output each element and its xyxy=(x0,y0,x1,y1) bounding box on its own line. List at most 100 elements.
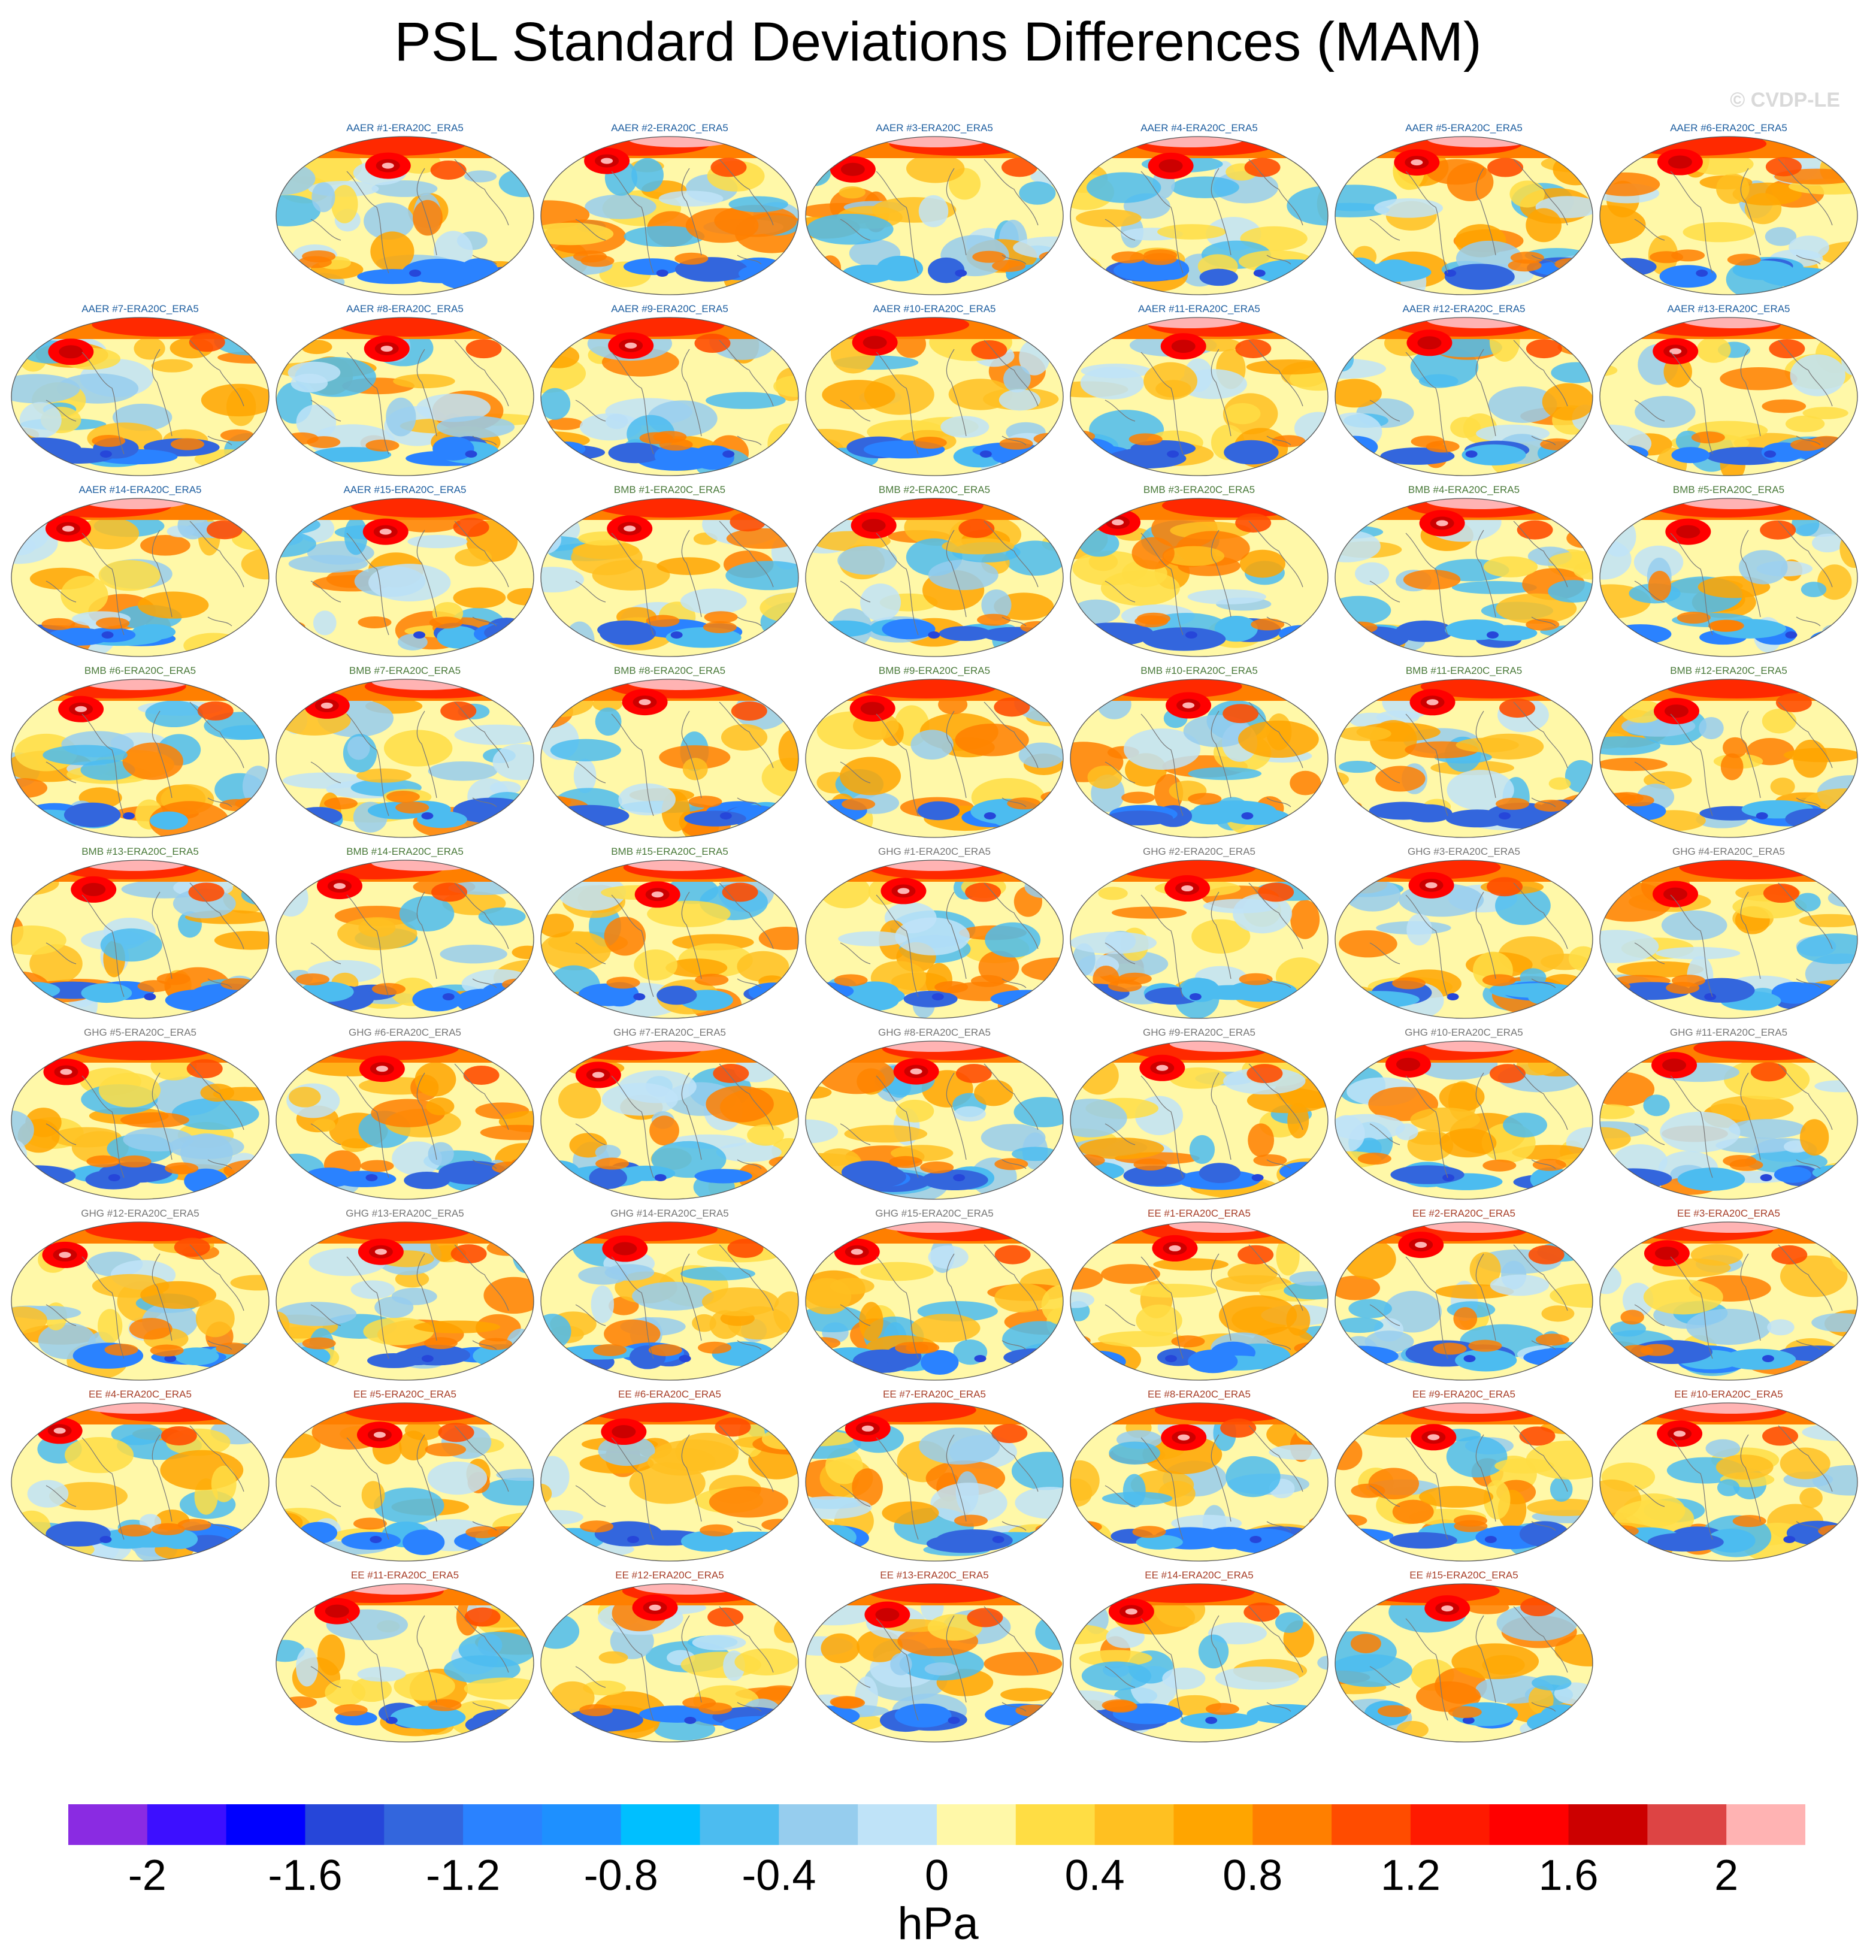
map-panel: EE #6-ERA20C_ERA5 xyxy=(538,1389,801,1562)
panel-title: BMB #11-ERA20C_ERA5 xyxy=(1405,665,1523,676)
panel-title: EE #8-ERA20C_ERA5 xyxy=(1148,1389,1251,1400)
globe-map xyxy=(276,1221,534,1381)
map-panel: GHG #13-ERA20C_ERA5 xyxy=(273,1208,537,1381)
globe-map xyxy=(805,1583,1064,1743)
map-panel: EE #4-ERA20C_ERA5 xyxy=(8,1389,272,1562)
colorbar-swatch xyxy=(384,1804,464,1845)
panel-title: GHG #9-ERA20C_ERA5 xyxy=(1142,1027,1256,1038)
colorbar-swatch xyxy=(700,1804,779,1845)
panel-title: GHG #8-ERA20C_ERA5 xyxy=(878,1027,991,1038)
panel-title: BMB #9-ERA20C_ERA5 xyxy=(878,665,991,676)
map-panel: EE #2-ERA20C_ERA5 xyxy=(1332,1208,1596,1381)
colorbar-tick-label: 0.4 xyxy=(1064,1852,1125,1899)
colorbar-unit-label: hPa xyxy=(897,1898,979,1949)
panel-title: AAER #5-ERA20C_ERA5 xyxy=(1405,122,1523,134)
colorbar-swatch xyxy=(1726,1804,1805,1845)
map-panel: BMB #2-ERA20C_ERA5 xyxy=(803,484,1066,658)
globe-map xyxy=(1070,1402,1329,1562)
map-panel: BMB #13-ERA20C_ERA5 xyxy=(8,846,272,1020)
map-panel: AAER #13-ERA20C_ERA5 xyxy=(1597,303,1860,477)
map-panel: GHG #1-ERA20C_ERA5 xyxy=(803,846,1066,1020)
globe-map xyxy=(276,498,534,657)
globe-map xyxy=(11,1402,270,1562)
globe-map xyxy=(1599,498,1858,657)
globe-map xyxy=(540,1041,799,1200)
colorbar-swatch xyxy=(1252,1804,1332,1845)
map-panel: BMB #5-ERA20C_ERA5 xyxy=(1597,484,1860,658)
colorbar-tick-label: 2 xyxy=(1714,1852,1739,1899)
panel-title: EE #14-ERA20C_ERA5 xyxy=(1145,1569,1254,1581)
map-panel: AAER #8-ERA20C_ERA5 xyxy=(273,303,537,477)
globe-map xyxy=(11,1041,270,1200)
map-panel: BMB #1-ERA20C_ERA5 xyxy=(538,484,801,658)
globe-map xyxy=(276,1041,534,1200)
colorbar-swatch xyxy=(1647,1804,1727,1845)
globe-map xyxy=(1599,136,1858,295)
colorbar-swatch xyxy=(1332,1804,1411,1845)
map-panel: AAER #9-ERA20C_ERA5 xyxy=(538,303,801,477)
panel-title: GHG #15-ERA20C_ERA5 xyxy=(875,1208,994,1219)
globe-map xyxy=(805,317,1064,476)
colorbar-swatch xyxy=(226,1804,305,1845)
colorbar-swatch xyxy=(305,1804,385,1845)
panel-title: BMB #7-ERA20C_ERA5 xyxy=(349,665,461,676)
panel-title: EE #11-ERA20C_ERA5 xyxy=(350,1569,459,1581)
panel-title: AAER #10-ERA20C_ERA5 xyxy=(873,303,996,314)
map-panel: GHG #2-ERA20C_ERA5 xyxy=(1067,846,1331,1020)
panel-title: BMB #8-ERA20C_ERA5 xyxy=(613,665,726,676)
panel-title: AAER #15-ERA20C_ERA5 xyxy=(343,484,467,495)
panel-title: AAER #13-ERA20C_ERA5 xyxy=(1667,303,1790,314)
globe-map xyxy=(276,1583,534,1743)
map-panel: BMB #8-ERA20C_ERA5 xyxy=(538,665,801,839)
globe-map xyxy=(1335,317,1593,476)
map-panel: EE #8-ERA20C_ERA5 xyxy=(1067,1389,1331,1562)
panel-title: EE #4-ERA20C_ERA5 xyxy=(89,1389,192,1400)
colorbar-swatch xyxy=(68,1804,148,1845)
panel-title: AAER #14-ERA20C_ERA5 xyxy=(78,484,202,495)
map-panel: GHG #7-ERA20C_ERA5 xyxy=(538,1027,801,1200)
map-panel: GHG #11-ERA20C_ERA5 xyxy=(1597,1027,1860,1200)
map-panel: AAER #1-ERA20C_ERA5 xyxy=(273,122,537,296)
globe-map xyxy=(1070,1041,1329,1200)
map-panel: AAER #7-ERA20C_ERA5 xyxy=(8,303,272,477)
map-panel: GHG #4-ERA20C_ERA5 xyxy=(1597,846,1860,1020)
globe-map xyxy=(1070,1221,1329,1381)
panel-title: AAER #12-ERA20C_ERA5 xyxy=(1402,303,1526,314)
globe-map xyxy=(540,679,799,838)
panel-title: BMB #1-ERA20C_ERA5 xyxy=(613,484,726,495)
globe-map xyxy=(540,1221,799,1381)
globe-map xyxy=(805,1402,1064,1562)
colorbar-tick-label: -0.4 xyxy=(742,1852,816,1899)
colorbar-swatch xyxy=(147,1804,227,1845)
panel-title: AAER #8-ERA20C_ERA5 xyxy=(346,303,464,314)
map-panel: BMB #9-ERA20C_ERA5 xyxy=(803,665,1066,839)
map-panel: AAER #3-ERA20C_ERA5 xyxy=(803,122,1066,296)
panel-title: AAER #11-ERA20C_ERA5 xyxy=(1138,303,1260,314)
globe-map xyxy=(1335,1221,1593,1381)
globe-map xyxy=(11,498,270,657)
colorbar-swatch xyxy=(1015,1804,1096,1845)
panel-title: EE #12-ERA20C_ERA5 xyxy=(615,1569,724,1581)
colorbar-swatch xyxy=(779,1804,858,1845)
panel-title: AAER #3-ERA20C_ERA5 xyxy=(876,122,993,134)
map-panel: AAER #14-ERA20C_ERA5 xyxy=(8,484,272,658)
globe-map xyxy=(805,1041,1064,1200)
map-panel: AAER #12-ERA20C_ERA5 xyxy=(1332,303,1596,477)
panel-title: GHG #12-ERA20C_ERA5 xyxy=(81,1208,199,1219)
panel-title: GHG #13-ERA20C_ERA5 xyxy=(346,1208,464,1219)
colorbar-swatch xyxy=(621,1804,701,1845)
globe-map xyxy=(805,136,1064,295)
panel-title: GHG #5-ERA20C_ERA5 xyxy=(83,1027,197,1038)
globe-map xyxy=(276,136,534,295)
globe-map xyxy=(1335,1041,1593,1200)
map-panel: BMB #3-ERA20C_ERA5 xyxy=(1067,484,1331,658)
panel-title: GHG #3-ERA20C_ERA5 xyxy=(1407,846,1521,857)
globe-map xyxy=(805,498,1064,657)
colorbar xyxy=(68,1804,1805,1845)
panel-title: GHG #1-ERA20C_ERA5 xyxy=(878,846,991,857)
panel-title: GHG #10-ERA20C_ERA5 xyxy=(1405,1027,1523,1038)
globe-map xyxy=(1335,1583,1593,1743)
colorbar-tick-labels: -2 -1.6 -1.2 -0.8 -0.4 0 0.4 0.8 1.2 1.6 2 xyxy=(0,1851,1876,1911)
map-panel: EE #1-ERA20C_ERA5 xyxy=(1067,1208,1331,1381)
globe-map xyxy=(276,679,534,838)
